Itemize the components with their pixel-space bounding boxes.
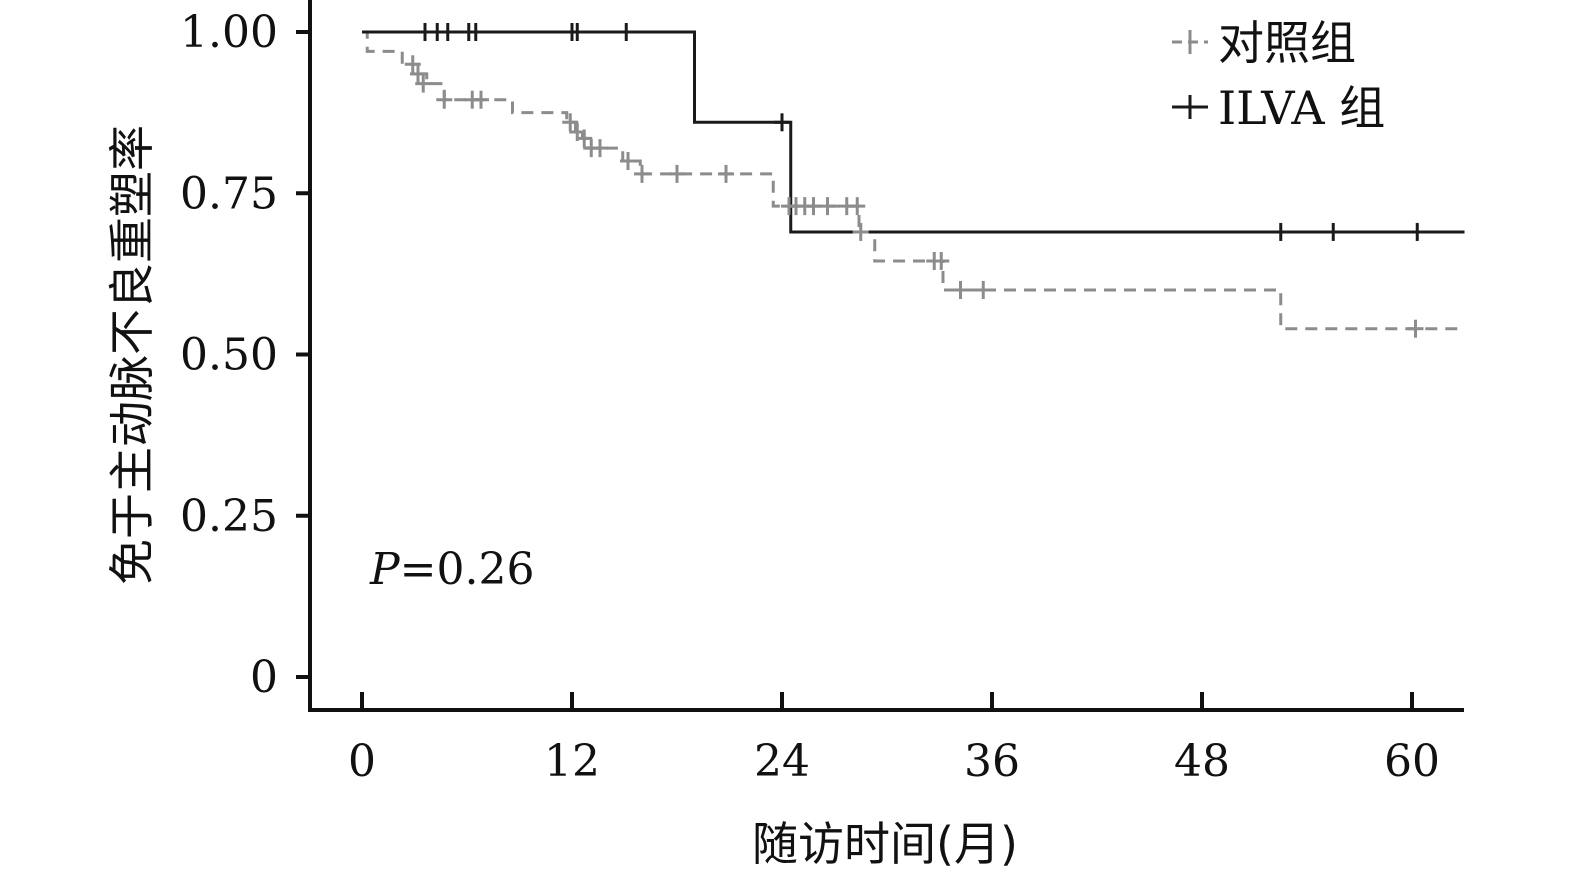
y-tick-label: 0.75 [180,168,278,219]
censor-marks [404,23,1426,338]
censor-mark [404,55,421,74]
x-tick-label: 48 [1174,736,1230,787]
censor-mark [562,113,579,132]
x-axis-title: 随访时间(月) [752,817,1018,871]
censor-mark [1409,222,1426,241]
y-tick-label: 0 [250,652,278,703]
legend-marker-control [1172,30,1208,54]
censor-mark [620,152,636,170]
censor-mark [467,23,484,41]
censor-mark [933,251,950,270]
censor-mark [634,164,650,183]
x-tick-label: 60 [1384,736,1440,787]
censor-mark [576,129,593,148]
censor-mark [1272,222,1289,241]
legend-label-ilva: ILVA 组 [1218,81,1385,135]
censor-mark [410,64,426,83]
censor-mark [473,90,489,109]
censor-mark [849,197,866,216]
axes [296,0,1464,712]
x-tick-label: 12 [544,736,600,787]
censor-mark [805,197,822,216]
censor-mark [852,222,869,241]
y-tick-label: 0.50 [180,330,278,381]
censor-mark [436,90,453,109]
x-tick-label: 24 [754,736,810,787]
survival-curve-ilva [362,30,1465,234]
y-tick-label: 0.25 [180,491,278,542]
legend-marker-ilva [1172,95,1208,119]
p-value-annotation: P=0.26 [369,544,534,595]
censor-mark [952,281,969,299]
censor-mark [718,164,734,183]
censor-mark [669,164,685,183]
y-tick-label: 1.00 [180,7,278,58]
censor-mark [569,23,586,41]
censor-mark [592,139,608,158]
censor-mark [1325,222,1342,241]
censor-mark [819,197,836,216]
censor-mark [1407,319,1424,338]
censor-mark [415,74,432,93]
legend-label-control: 对照组 [1218,16,1356,70]
censor-mark [439,23,456,41]
censor-mark [975,281,992,299]
x-tick-label: 0 [348,736,376,787]
censor-mark [774,113,790,132]
censor-mark [618,23,635,41]
survival-curves [362,30,1465,331]
legend: 对照组 ILVA 组 [1172,16,1385,135]
x-tick-label: 36 [964,736,1020,787]
y-axis-title: 免于主动脉不良重塑率 [105,125,159,585]
survival-curve-control [362,30,1465,331]
tick-labels: 0 0.25 0.50 0.75 1.00 0 12 24 36 48 60 [180,7,1440,787]
